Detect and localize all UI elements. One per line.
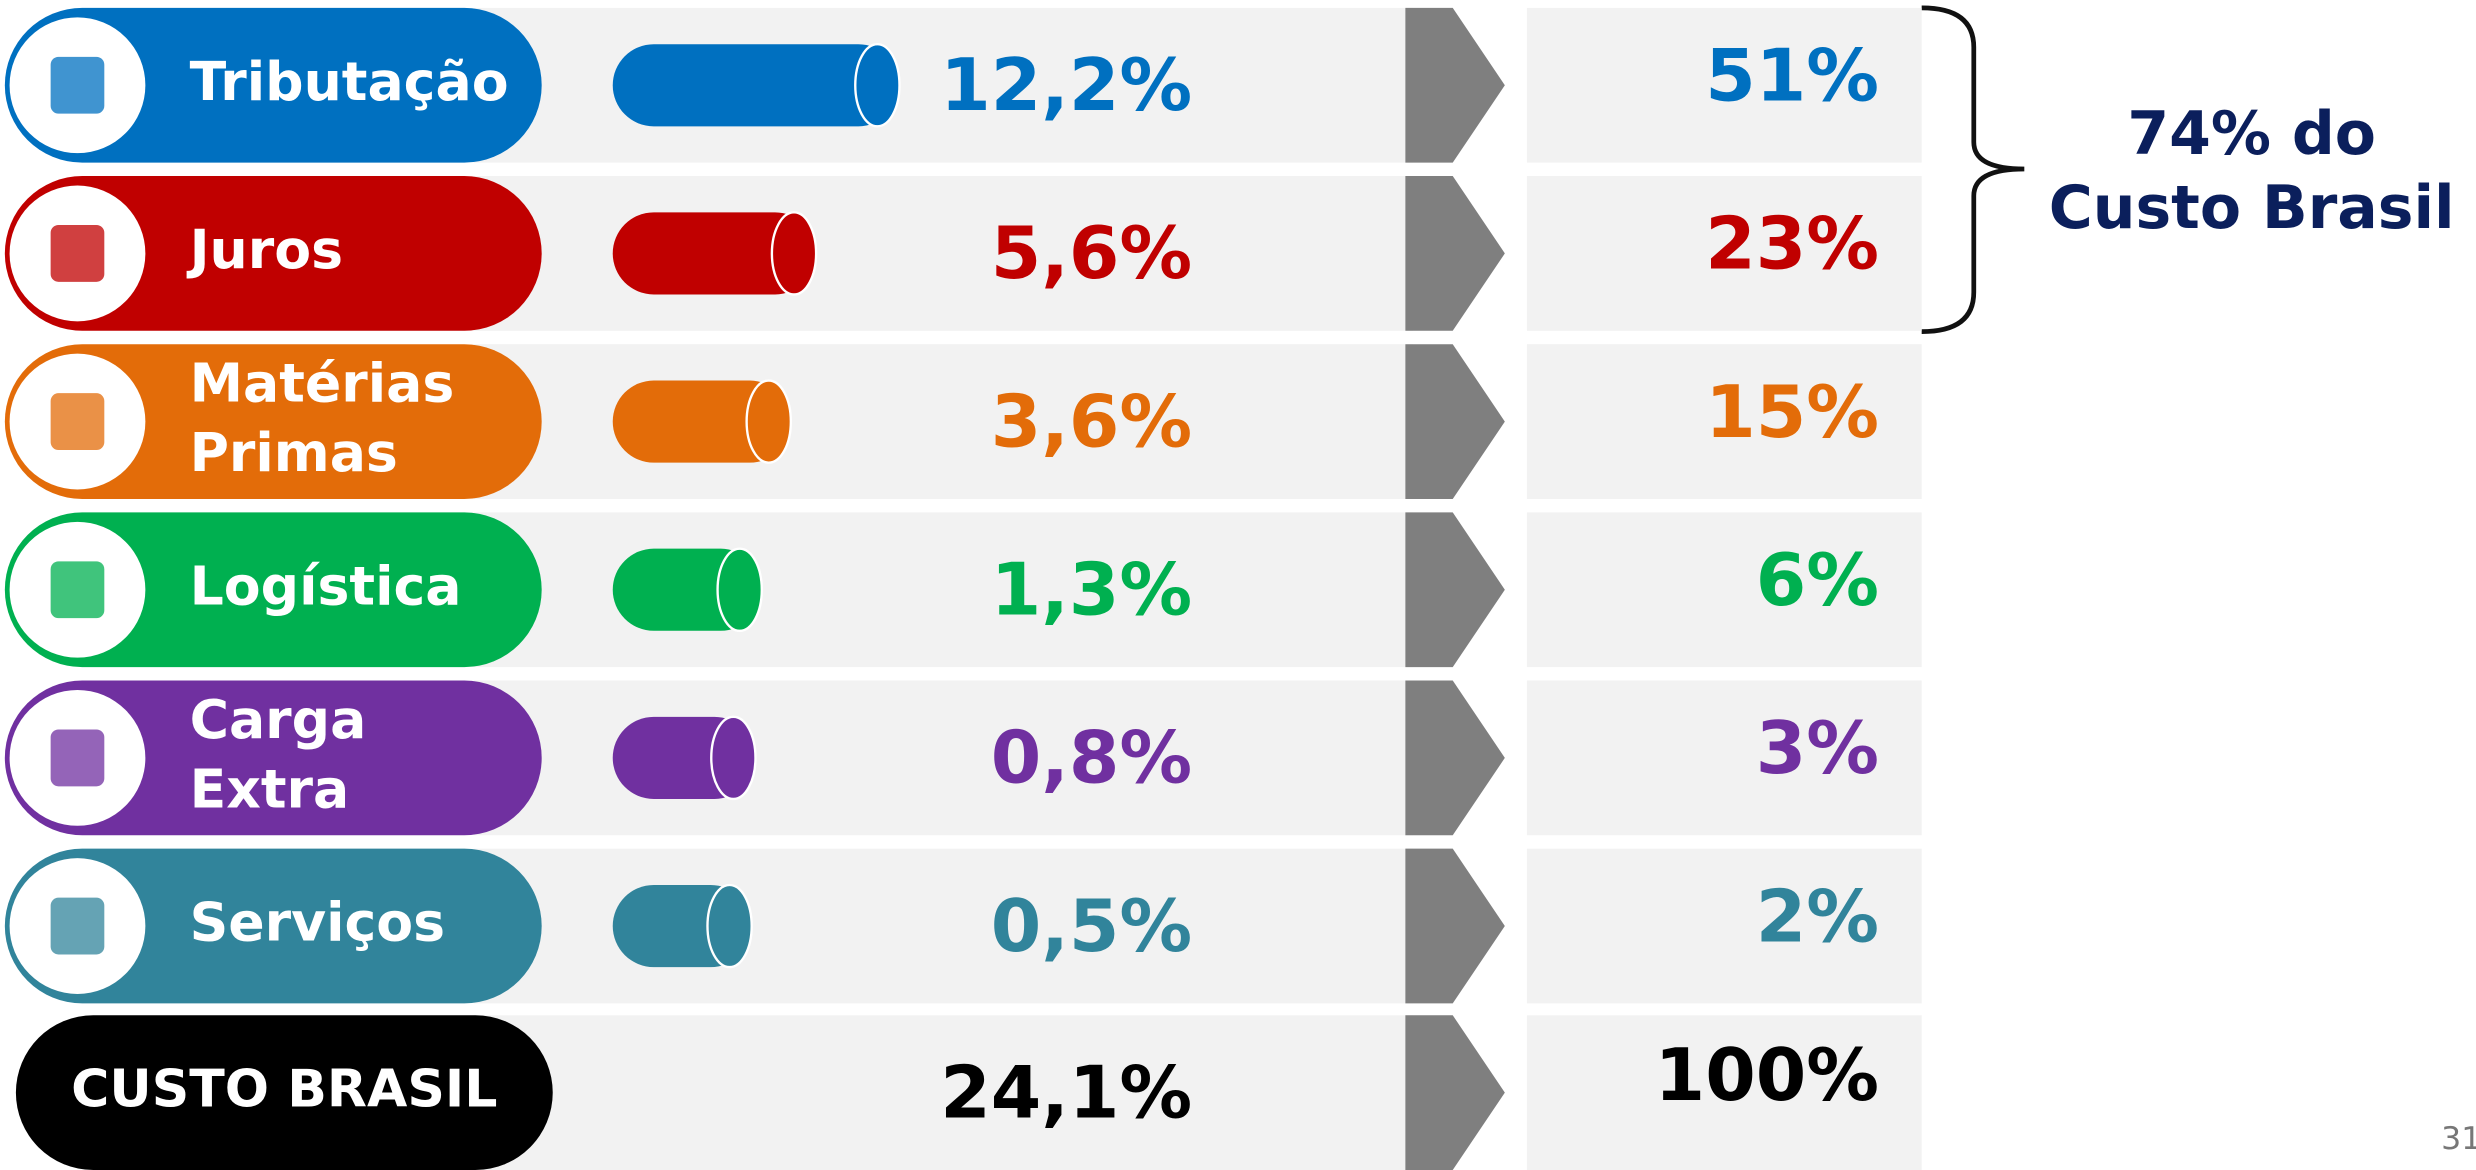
share-box — [1526, 7, 1922, 163]
share-box — [1526, 512, 1922, 668]
bracket-note: 74% do — [2127, 99, 2376, 169]
share-box — [1526, 344, 1922, 499]
cylinder-cap — [706, 883, 753, 969]
value: 5,6% — [991, 212, 1192, 296]
label-pill — [4, 344, 542, 499]
cylinder-cap — [716, 547, 763, 632]
icon-shape — [50, 56, 105, 114]
label-pill — [4, 7, 542, 163]
arrow — [1405, 344, 1505, 499]
icon-shape — [50, 561, 105, 619]
cylinder-cap — [745, 379, 793, 464]
icon-shape — [50, 897, 105, 955]
label-pill — [4, 512, 542, 668]
value: 0,5% — [991, 885, 1192, 969]
label-pill — [4, 176, 542, 331]
share: 23% — [1705, 203, 1879, 287]
label: Extra — [190, 757, 350, 820]
label-pill — [4, 680, 542, 836]
share: 6% — [1756, 539, 1879, 623]
share-box — [1526, 176, 1922, 331]
arrow — [1405, 1015, 1505, 1170]
share-box — [1526, 848, 1922, 1004]
label: Serviços — [190, 891, 446, 954]
cylinder-cap — [854, 43, 901, 128]
value: 12,2% — [940, 44, 1192, 128]
cylinder — [612, 380, 791, 463]
value: 24,1% — [940, 1051, 1192, 1135]
row-band — [473, 1015, 1414, 1170]
share: 2% — [1756, 875, 1879, 959]
label: Tributação — [190, 50, 509, 113]
share-box — [1526, 1015, 1922, 1170]
share: 3% — [1756, 707, 1879, 791]
bracket-note: Custo Brasil — [2049, 173, 2455, 243]
share: 15% — [1705, 371, 1879, 455]
icon-shape — [50, 225, 105, 282]
arrow — [1405, 512, 1505, 668]
label: Juros — [186, 218, 343, 281]
label: CUSTO BRASIL — [71, 1060, 497, 1120]
icon-shape — [50, 729, 105, 787]
cylinder-cap — [770, 211, 818, 296]
share-box — [1526, 680, 1922, 836]
label: Logística — [190, 554, 462, 617]
cylinder — [612, 212, 817, 295]
label: Carga — [190, 688, 367, 751]
arrow — [1405, 7, 1505, 163]
bracket — [1921, 5, 2025, 334]
cylinder-cap — [710, 715, 757, 801]
share: 100% — [1655, 1034, 1879, 1118]
arrow — [1405, 176, 1505, 331]
label: Primas — [190, 421, 398, 484]
label: Matérias — [190, 351, 455, 414]
cylinder — [612, 44, 900, 127]
label-pill — [15, 1015, 553, 1170]
page-number: 31 — [2441, 1121, 2476, 1157]
label-pill — [4, 848, 542, 1004]
icon-shape — [50, 393, 105, 450]
arrow — [1405, 848, 1505, 1004]
arrow — [1405, 680, 1505, 836]
value: 3,6% — [991, 380, 1192, 464]
value: 0,8% — [991, 717, 1192, 801]
value: 1,3% — [991, 548, 1192, 632]
share: 51% — [1705, 35, 1879, 119]
